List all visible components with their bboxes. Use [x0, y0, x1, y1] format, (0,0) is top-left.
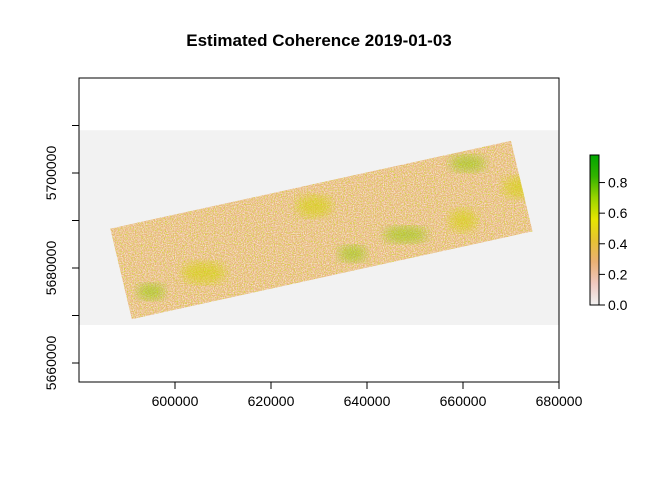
chart-title: Estimated Coherence 2019-01-03: [186, 31, 452, 50]
colorbar-tick-label: 0.4: [608, 236, 628, 252]
x-tick-label: 640000: [344, 393, 391, 409]
coherence-swath: [110, 140, 533, 320]
x-tick-label: 600000: [152, 393, 199, 409]
x-tick-label: 620000: [248, 393, 295, 409]
raster-layer: [79, 130, 559, 325]
colorbar-tick-label: 0.0: [608, 297, 628, 313]
plot-frame: [78, 77, 560, 383]
colorbar-legend: 0.0 0.2 0.4 0.6 0.8: [589, 154, 628, 313]
colorbar-ramp: [590, 155, 599, 305]
y-tick-label: 5700000: [43, 146, 59, 201]
swath-green-speckle: [110, 140, 533, 320]
x-axis: 600000 620000 640000 660000 680000: [152, 382, 583, 409]
colorbar-tick-label: 0.8: [608, 175, 628, 191]
y-tick-label: 5680000: [43, 241, 59, 296]
colorbar-frame: [589, 154, 600, 306]
x-tick-label: 660000: [440, 393, 487, 409]
y-tick-label: 5660000: [43, 336, 59, 391]
x-tick-label: 680000: [536, 393, 583, 409]
y-axis: 5660000 5680000 5700000: [43, 125, 79, 391]
colorbar-tick-label: 0.6: [608, 205, 628, 221]
colorbar-tick-label: 0.2: [608, 266, 628, 282]
